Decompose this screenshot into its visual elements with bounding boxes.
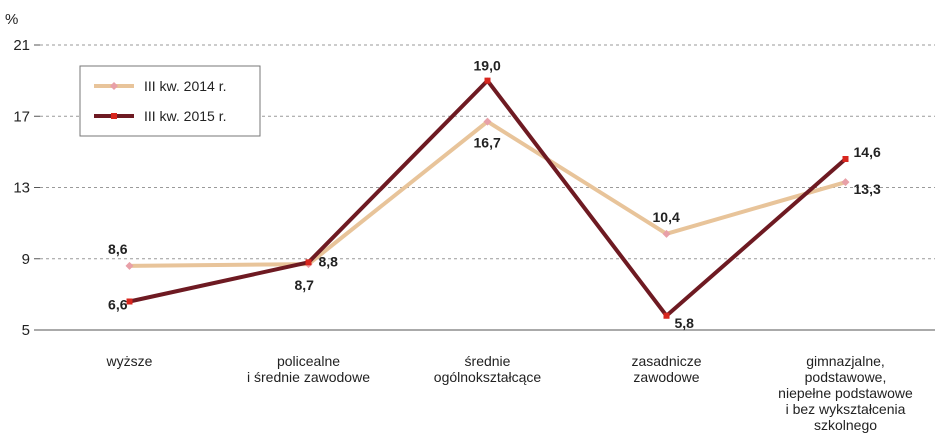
- series-point: [125, 261, 134, 270]
- series-point: [483, 117, 492, 126]
- y-axis-label: %: [5, 11, 18, 28]
- data-label: 13,3: [854, 181, 881, 197]
- x-category-label: średnie ogólnokształcące: [434, 353, 542, 385]
- y-tick-label: 21: [13, 37, 30, 54]
- y-tick-label: 9: [22, 251, 30, 268]
- x-category-label: wyższe: [106, 353, 153, 369]
- y-tick-label: 17: [13, 108, 30, 125]
- legend: III kw. 2014 r. III kw. 2015 r.: [79, 65, 261, 137]
- x-category-label: zasadnicze zawodowe: [631, 353, 701, 385]
- data-label: 10,4: [653, 209, 680, 225]
- series-lines: [125, 77, 850, 319]
- data-label: 16,7: [474, 135, 501, 151]
- y-ticks: 5 9 13 17 21: [13, 37, 30, 339]
- series-point: [663, 312, 670, 319]
- y-tick-label: 13: [13, 180, 30, 197]
- legend-label: III kw. 2015 r.: [144, 108, 227, 124]
- data-label: 6,6: [108, 297, 128, 313]
- data-label: 19,0: [474, 58, 501, 74]
- series-point: [484, 77, 491, 84]
- y-tick-label: 5: [22, 322, 30, 339]
- series-point: [842, 156, 849, 162]
- x-category-label: policealne i średnie zawodowe: [247, 353, 370, 385]
- series-point: [126, 298, 133, 305]
- data-labels: 8,6 8,7 16,7 10,4 13,3 6,6 8,8 19,0 5,8 14,6: [108, 58, 881, 331]
- legend-marker: [111, 113, 117, 119]
- data-label: 8,8: [319, 253, 339, 269]
- series-point: [662, 229, 671, 238]
- grid-lines: [34, 44, 935, 331]
- series-point: [841, 178, 850, 187]
- data-label: 14,6: [854, 144, 881, 160]
- x-categories: wyższe policealne i średnie zawodowe średni…: [106, 353, 913, 433]
- series-point: [305, 259, 312, 266]
- x-category-label: gimnazjalne, podstawowe, niepełne podstawo…: [778, 353, 913, 433]
- legend-marker: [110, 82, 118, 90]
- data-label: 5,8: [675, 315, 695, 331]
- legend-label: III kw. 2014 r.: [144, 78, 227, 94]
- legend-box: [79, 65, 261, 137]
- data-label: 8,7: [295, 277, 315, 293]
- data-label: 8,6: [108, 241, 128, 257]
